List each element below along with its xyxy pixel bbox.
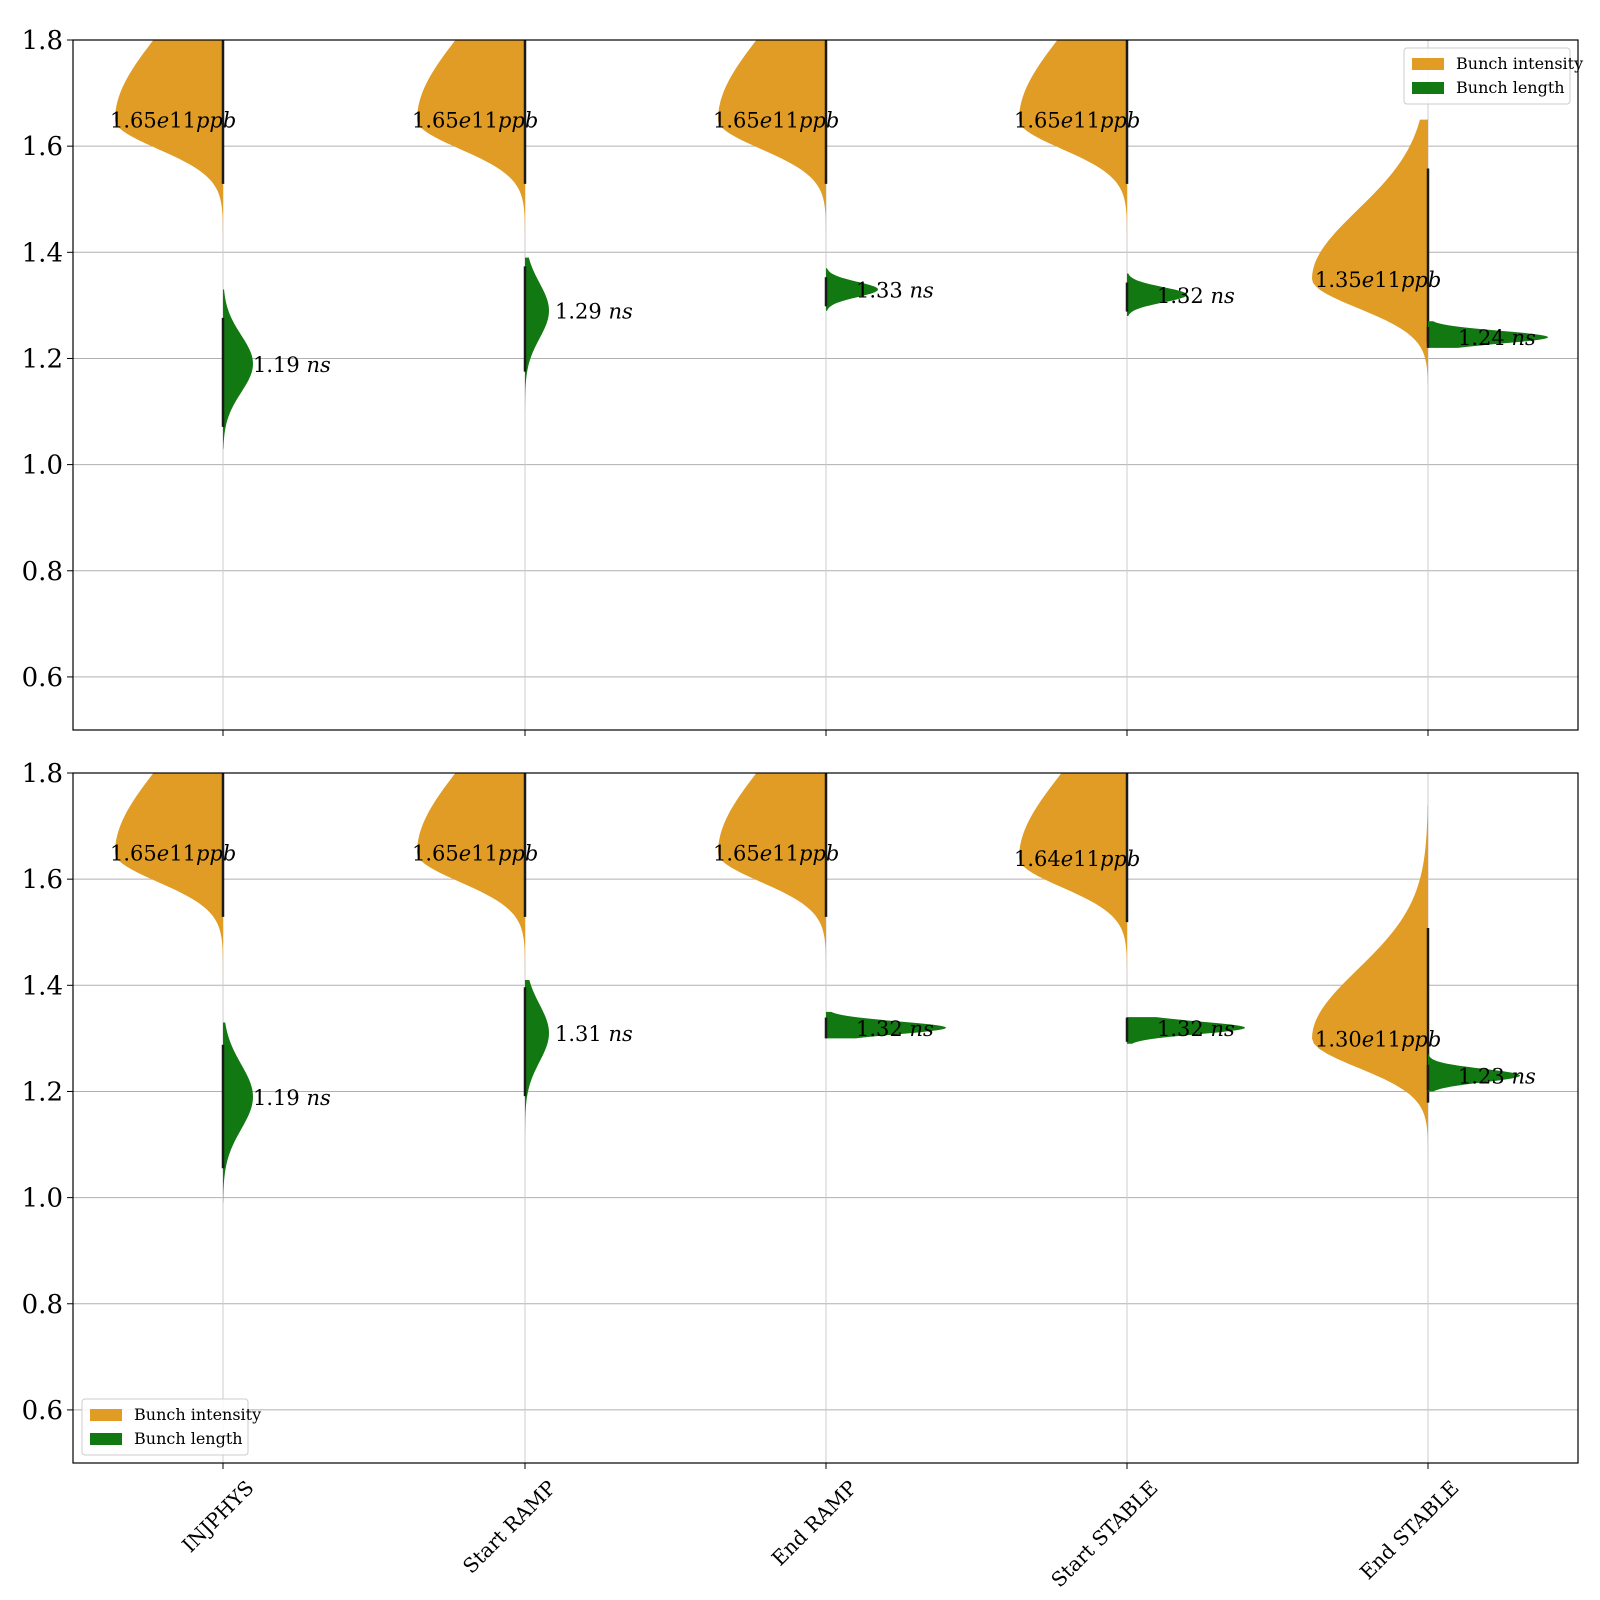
median-label-intensity-1: 1.65e11ppb bbox=[412, 842, 538, 866]
x-tick-label-1: Start RAMP bbox=[458, 1476, 561, 1579]
median-label-intensity-4: 1.35e11ppb bbox=[1315, 268, 1441, 292]
y-tick-label-1.0: 1.0 bbox=[22, 451, 63, 481]
median-label-intensity-2: 1.65e11ppb bbox=[713, 842, 839, 866]
violin-length-injphys bbox=[223, 1022, 253, 1203]
violin-intensity-start-stable bbox=[1019, 773, 1127, 986]
y-tick-label-1.0: 1.0 bbox=[22, 1184, 63, 1214]
violin-length-start-stable bbox=[1127, 1017, 1245, 1044]
legend-label-0: Bunch intensity bbox=[134, 1405, 261, 1424]
median-label-length-1: 1.31 ns bbox=[555, 1022, 633, 1046]
violin-intensity-start-ramp bbox=[417, 773, 525, 986]
violin-length-start-ramp bbox=[525, 980, 549, 1140]
median-label-intensity-3: 1.65e11ppb bbox=[1014, 109, 1140, 133]
violin-intensity-end-stable bbox=[1312, 804, 1428, 1161]
y-tick-label-1.2: 1.2 bbox=[22, 1077, 63, 1107]
legend-swatch-1 bbox=[90, 1433, 122, 1445]
violin-length-start-stable bbox=[1127, 273, 1187, 316]
y-tick-label-1.4: 1.4 bbox=[22, 238, 63, 268]
median-label-intensity-4: 1.30e11ppb bbox=[1315, 1027, 1441, 1051]
x-tick-label-2: End RAMP bbox=[767, 1476, 862, 1571]
plot-area-1 bbox=[115, 40, 1548, 730]
plot-area-2 bbox=[115, 773, 1520, 1463]
median-label-length-2: 1.32 ns bbox=[856, 1017, 934, 1041]
median-label-length-3: 1.32 ns bbox=[1157, 1017, 1235, 1041]
y-tick-label-1.2: 1.2 bbox=[22, 344, 63, 374]
legend-swatch-0 bbox=[1412, 58, 1444, 70]
panel-2: 0.6 0.8 1.0 1.2 1.4 1.6 1.8 1.65e11ppb 1.65e11pp… bbox=[22, 759, 1579, 1592]
x-tick-label-4: End STABLE bbox=[1355, 1476, 1464, 1585]
violin-length-end-ramp bbox=[826, 268, 878, 311]
y-tick-label-0.8: 0.8 bbox=[22, 557, 63, 587]
legend-box bbox=[1403, 47, 1571, 105]
median-label-intensity-0: 1.65e11ppb bbox=[110, 109, 236, 133]
median-label-length-4: 1.23 ns bbox=[1458, 1065, 1536, 1089]
y-tick-label-1.6: 1.6 bbox=[22, 865, 63, 895]
legend-swatch-0 bbox=[90, 1409, 122, 1421]
violin-intensity-injphys bbox=[115, 773, 223, 986]
legend-swatch-1 bbox=[1412, 82, 1444, 94]
y-tick-label-1.8: 1.8 bbox=[22, 759, 63, 789]
legend-box bbox=[81, 1398, 249, 1456]
violin-intensity-injphys bbox=[115, 40, 223, 253]
median-label-intensity-3: 1.64e11ppb bbox=[1014, 847, 1140, 871]
median-label-length-1: 1.29 ns bbox=[555, 300, 633, 324]
violin-intensity-start-stable bbox=[1019, 40, 1127, 253]
violin-intensity-end-ramp bbox=[718, 40, 826, 253]
violin-length-end-ramp bbox=[826, 1011, 946, 1039]
median-label-length-0: 1.19 ns bbox=[253, 1086, 331, 1110]
y-tick-label-1.4: 1.4 bbox=[22, 971, 63, 1001]
legend-1: Bunch intensity Bunch length bbox=[1403, 47, 1583, 105]
violin-intensity-end-stable bbox=[1312, 119, 1428, 385]
violin-length-end-stable bbox=[1428, 321, 1548, 348]
y-tick-label-0.6: 0.6 bbox=[22, 663, 63, 693]
legend-label-1: Bunch length bbox=[134, 1429, 243, 1448]
violin-intensity-end-ramp bbox=[718, 773, 826, 986]
violin-length-injphys bbox=[223, 289, 253, 449]
x-tick-label-0: INJPHYS bbox=[177, 1476, 258, 1557]
violin-intensity-start-ramp bbox=[417, 40, 525, 253]
panel-1: 0.6 0.8 1.0 1.2 1.4 1.6 1.8 1.65e11ppb 1.65e11pp… bbox=[22, 26, 1583, 736]
median-label-length-2: 1.33 ns bbox=[856, 278, 934, 302]
median-label-length-3: 1.32 ns bbox=[1157, 284, 1235, 308]
median-label-intensity-1: 1.65e11ppb bbox=[412, 109, 538, 133]
violin-length-start-ramp bbox=[525, 257, 549, 412]
median-label-intensity-2: 1.65e11ppb bbox=[713, 109, 839, 133]
median-label-intensity-0: 1.65e11ppb bbox=[110, 842, 236, 866]
legend-label-0: Bunch intensity bbox=[1456, 54, 1583, 73]
y-tick-label-1.6: 1.6 bbox=[22, 132, 63, 162]
violin-length-end-stable bbox=[1428, 1054, 1520, 1092]
median-label-length-0: 1.19 ns bbox=[253, 353, 331, 377]
x-tick-label-3: Start STABLE bbox=[1046, 1476, 1162, 1592]
y-tick-label-0.8: 0.8 bbox=[22, 1290, 63, 1320]
legend-label-1: Bunch length bbox=[1456, 78, 1565, 97]
legend-2: Bunch intensity Bunch length bbox=[81, 1398, 261, 1456]
y-tick-label-0.6: 0.6 bbox=[22, 1396, 63, 1426]
y-tick-label-1.8: 1.8 bbox=[22, 26, 63, 56]
median-label-length-4: 1.24 ns bbox=[1458, 326, 1536, 350]
